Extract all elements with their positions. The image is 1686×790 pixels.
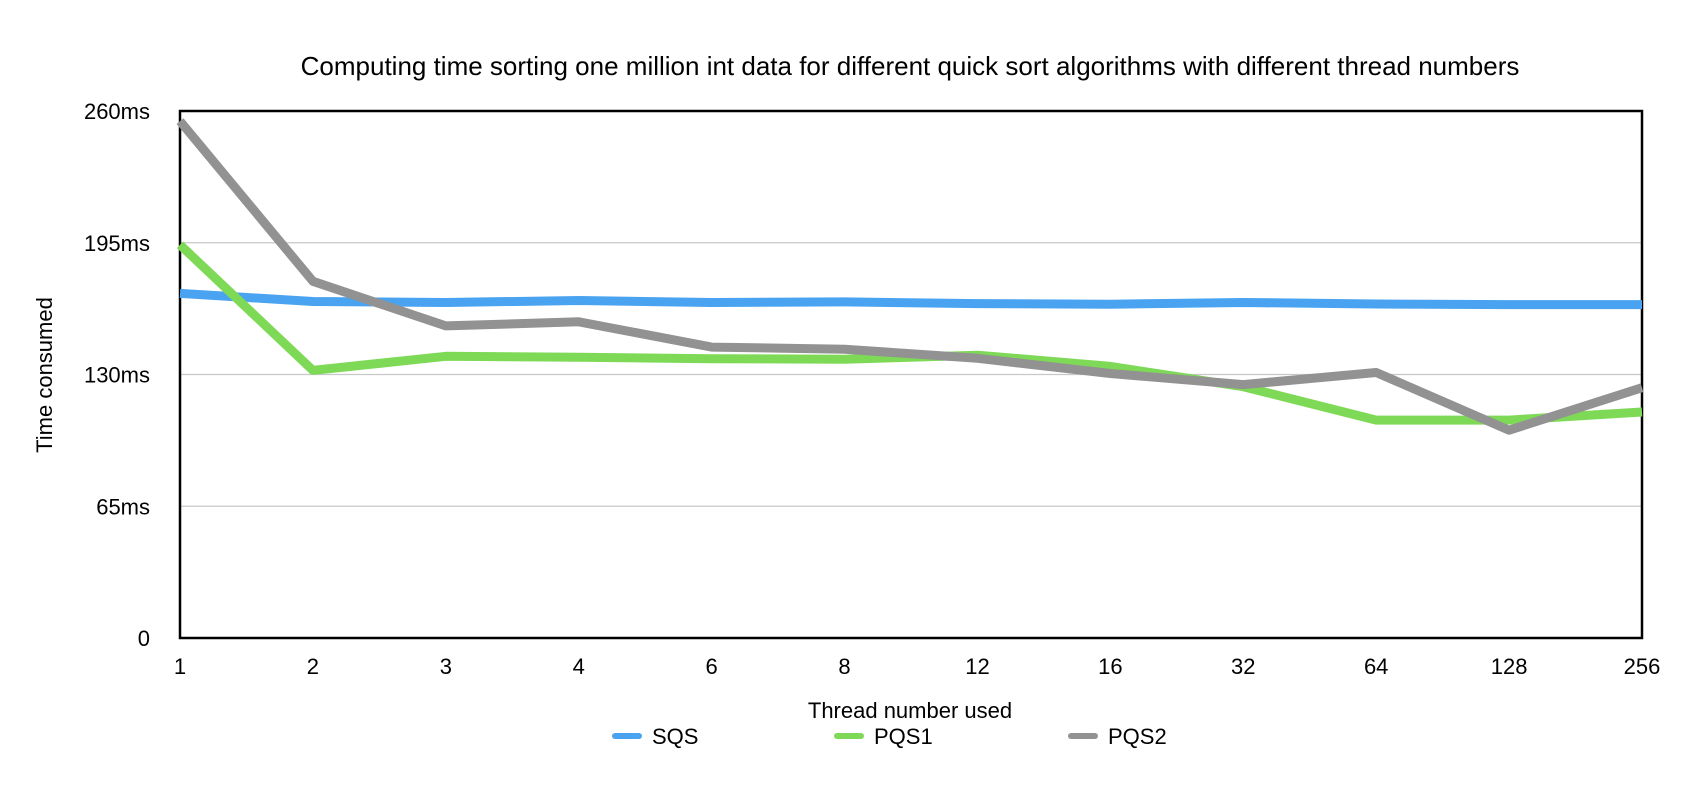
x-axis-ticks: 1 2 3 4 6 8 12 16 32 64 128 256: [174, 654, 1660, 679]
x-tick-label: 6: [706, 654, 718, 679]
chart-title: Computing time sorting one million int d…: [301, 51, 1520, 81]
y-tick-label: 260ms: [84, 99, 150, 124]
legend: SQS PQS1 PQS2: [612, 724, 1167, 749]
x-tick-label: 4: [573, 654, 585, 679]
series-lines: [176, 118, 1644, 435]
series-line-sqs: [179, 288, 1642, 310]
x-tick-label: 2: [307, 654, 319, 679]
x-axis-title: Thread number used: [808, 698, 1012, 723]
legend-label: SQS: [652, 724, 698, 749]
legend-label: PQS2: [1108, 724, 1167, 749]
y-axis-ticks: 0 65ms 130ms 195ms 260ms: [84, 99, 150, 651]
series-line-pqs2: [176, 118, 1644, 435]
x-tick-label: 16: [1098, 654, 1122, 679]
gridlines: [180, 242, 1642, 507]
plot-frame: [178, 109, 1644, 640]
y-tick-label: 0: [138, 626, 150, 651]
x-tick-label: 12: [965, 654, 989, 679]
x-tick-label: 64: [1364, 654, 1388, 679]
y-tick-label: 195ms: [84, 231, 150, 256]
x-tick-label: 1: [174, 654, 186, 679]
x-tick-label: 256: [1624, 654, 1661, 679]
y-axis-title: Time consumed: [32, 297, 57, 453]
x-tick-label: 128: [1491, 654, 1528, 679]
x-tick-label: 3: [440, 654, 452, 679]
x-tick-label: 32: [1231, 654, 1255, 679]
y-tick-label: 65ms: [96, 494, 150, 519]
legend-label: PQS1: [874, 724, 933, 749]
y-tick-label: 130ms: [84, 363, 150, 388]
x-tick-label: 8: [838, 654, 850, 679]
